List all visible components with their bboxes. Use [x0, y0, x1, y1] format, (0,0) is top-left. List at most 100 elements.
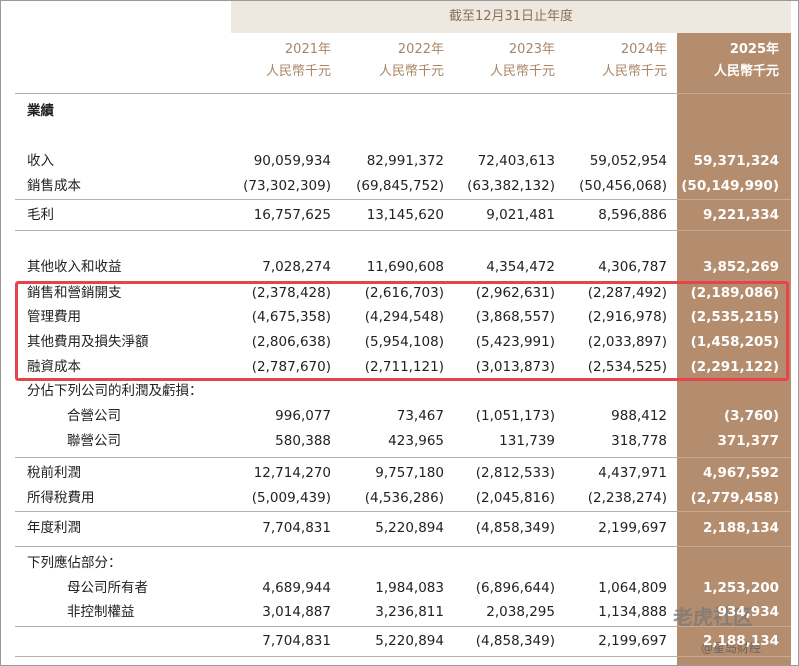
row-rule — [15, 656, 677, 657]
row-label: 合營公司 — [67, 408, 121, 424]
row-label: 業績 — [27, 103, 54, 119]
watermark-brand: 老虎社区 — [673, 605, 753, 629]
column-unit: 人民幣千元 — [489, 64, 555, 79]
cell-value: (4,536,286) — [364, 490, 444, 506]
cell-value: 1,134,888 — [598, 604, 667, 620]
cell-value: 988,412 — [611, 408, 667, 424]
row-label: 年度利潤 — [27, 520, 81, 536]
column-unit: 人民幣千元 — [265, 64, 331, 79]
row-rule — [15, 230, 677, 231]
cell-value: (2,238,274) — [587, 490, 667, 506]
row-label: 母公司所有者 — [67, 580, 148, 596]
cell-value: 9,221,334 — [702, 207, 779, 223]
cell-value: (4,294,548) — [364, 309, 444, 325]
column-unit: 人民幣千元 — [713, 64, 779, 79]
cell-value: (2,812,533) — [475, 465, 555, 481]
cell-value: (73,302,309) — [243, 178, 331, 194]
row-rule — [677, 457, 791, 458]
cell-value: 2,188,134 — [702, 520, 779, 536]
cell-value: (2,962,631) — [475, 285, 555, 301]
cell-value: 2,199,697 — [598, 633, 667, 649]
cell-value: 9,757,180 — [375, 465, 444, 481]
cell-value: 12,714,270 — [253, 465, 331, 481]
cell-value: (5,009,439) — [251, 490, 331, 506]
cell-value: 580,388 — [275, 433, 331, 449]
cell-value: (2,806,638) — [251, 334, 331, 350]
cell-value: 996,077 — [275, 408, 331, 424]
cell-value: 73,467 — [396, 408, 444, 424]
column-year: 2023年 — [508, 42, 555, 57]
row-rule — [15, 511, 677, 512]
cell-value: (2,616,703) — [364, 285, 444, 301]
cell-value: 1,253,200 — [702, 580, 779, 596]
header-band — [231, 1, 677, 33]
row-label: 收入 — [27, 153, 54, 169]
cell-value: (2,779,458) — [690, 490, 779, 506]
row-rule — [677, 511, 791, 512]
cell-value: (3,760) — [723, 408, 779, 424]
cell-value: 2,038,295 — [486, 604, 555, 620]
row-rule — [677, 626, 791, 627]
cell-value: (63,382,132) — [467, 178, 555, 194]
row-rule — [15, 626, 677, 627]
cell-value: 4,689,944 — [262, 580, 331, 596]
cell-value: 7,028,274 — [262, 259, 331, 275]
watermark-source: @星岛财经 — [701, 641, 762, 655]
cell-value: 5,220,894 — [375, 520, 444, 536]
cell-value: 4,306,787 — [598, 259, 667, 275]
cell-value: 934,934 — [717, 604, 780, 620]
cell-value: (4,858,349) — [475, 633, 555, 649]
period-title: 截至12月31日止年度 — [448, 9, 574, 24]
cell-value: 8,596,886 — [598, 207, 667, 223]
cell-value: (3,868,557) — [475, 309, 555, 325]
highlight-box — [15, 281, 789, 381]
cell-value: (1,051,173) — [475, 408, 555, 424]
row-label: 所得稅費用 — [27, 490, 95, 506]
cell-value: 4,437,971 — [598, 465, 667, 481]
cell-value: (5,954,108) — [364, 334, 444, 350]
highlight-column — [677, 33, 791, 665]
cell-value: 11,690,608 — [366, 259, 444, 275]
cell-value: (2,535,215) — [690, 309, 779, 325]
column-year: 2022年 — [397, 42, 444, 57]
column-unit: 人民幣千元 — [378, 64, 444, 79]
cell-value: 1,984,083 — [375, 580, 444, 596]
row-label: 融資成本 — [27, 359, 81, 375]
cell-value: (2,916,978) — [587, 309, 667, 325]
cell-value: (50,456,068) — [579, 178, 667, 194]
row-label: 其他費用及損失淨額 — [27, 334, 149, 350]
column-year: 2025年 — [729, 42, 779, 57]
row-label: 毛利 — [27, 207, 54, 223]
cell-value: 59,371,324 — [693, 153, 779, 169]
cell-value: (1,458,205) — [690, 334, 779, 350]
cell-value: 3,014,887 — [262, 604, 331, 620]
cell-value: 4,967,592 — [702, 465, 779, 481]
column-unit: 人民幣千元 — [601, 64, 667, 79]
row-label: 分佔下列公司的利潤及虧損： — [27, 383, 203, 399]
cell-value: (5,423,991) — [475, 334, 555, 350]
cell-value: (2,787,670) — [251, 359, 331, 375]
cell-value: 13,145,620 — [366, 207, 444, 223]
cell-value: (50,149,990) — [681, 178, 779, 194]
cell-value: (2,287,492) — [587, 285, 667, 301]
cell-value: 7,704,831 — [262, 633, 331, 649]
row-rule — [677, 230, 791, 231]
row-rule — [15, 93, 677, 94]
row-rule — [15, 199, 677, 200]
cell-value: (3,013,873) — [475, 359, 555, 375]
row-label: 下列應佔部分： — [27, 555, 122, 571]
row-rule — [677, 656, 791, 657]
row-rule — [677, 199, 791, 200]
cell-value: (2,045,816) — [475, 490, 555, 506]
cell-value: 3,852,269 — [702, 259, 779, 275]
row-rule — [15, 546, 677, 547]
cell-value: 5,220,894 — [375, 633, 444, 649]
cell-value: 131,739 — [499, 433, 555, 449]
cell-value: 2,199,697 — [598, 520, 667, 536]
cell-value: (4,858,349) — [475, 520, 555, 536]
cell-value: (2,189,086) — [690, 285, 779, 301]
cell-value: 4,354,472 — [486, 259, 555, 275]
cell-value: 7,704,831 — [262, 520, 331, 536]
row-label: 銷售成本 — [27, 178, 81, 194]
